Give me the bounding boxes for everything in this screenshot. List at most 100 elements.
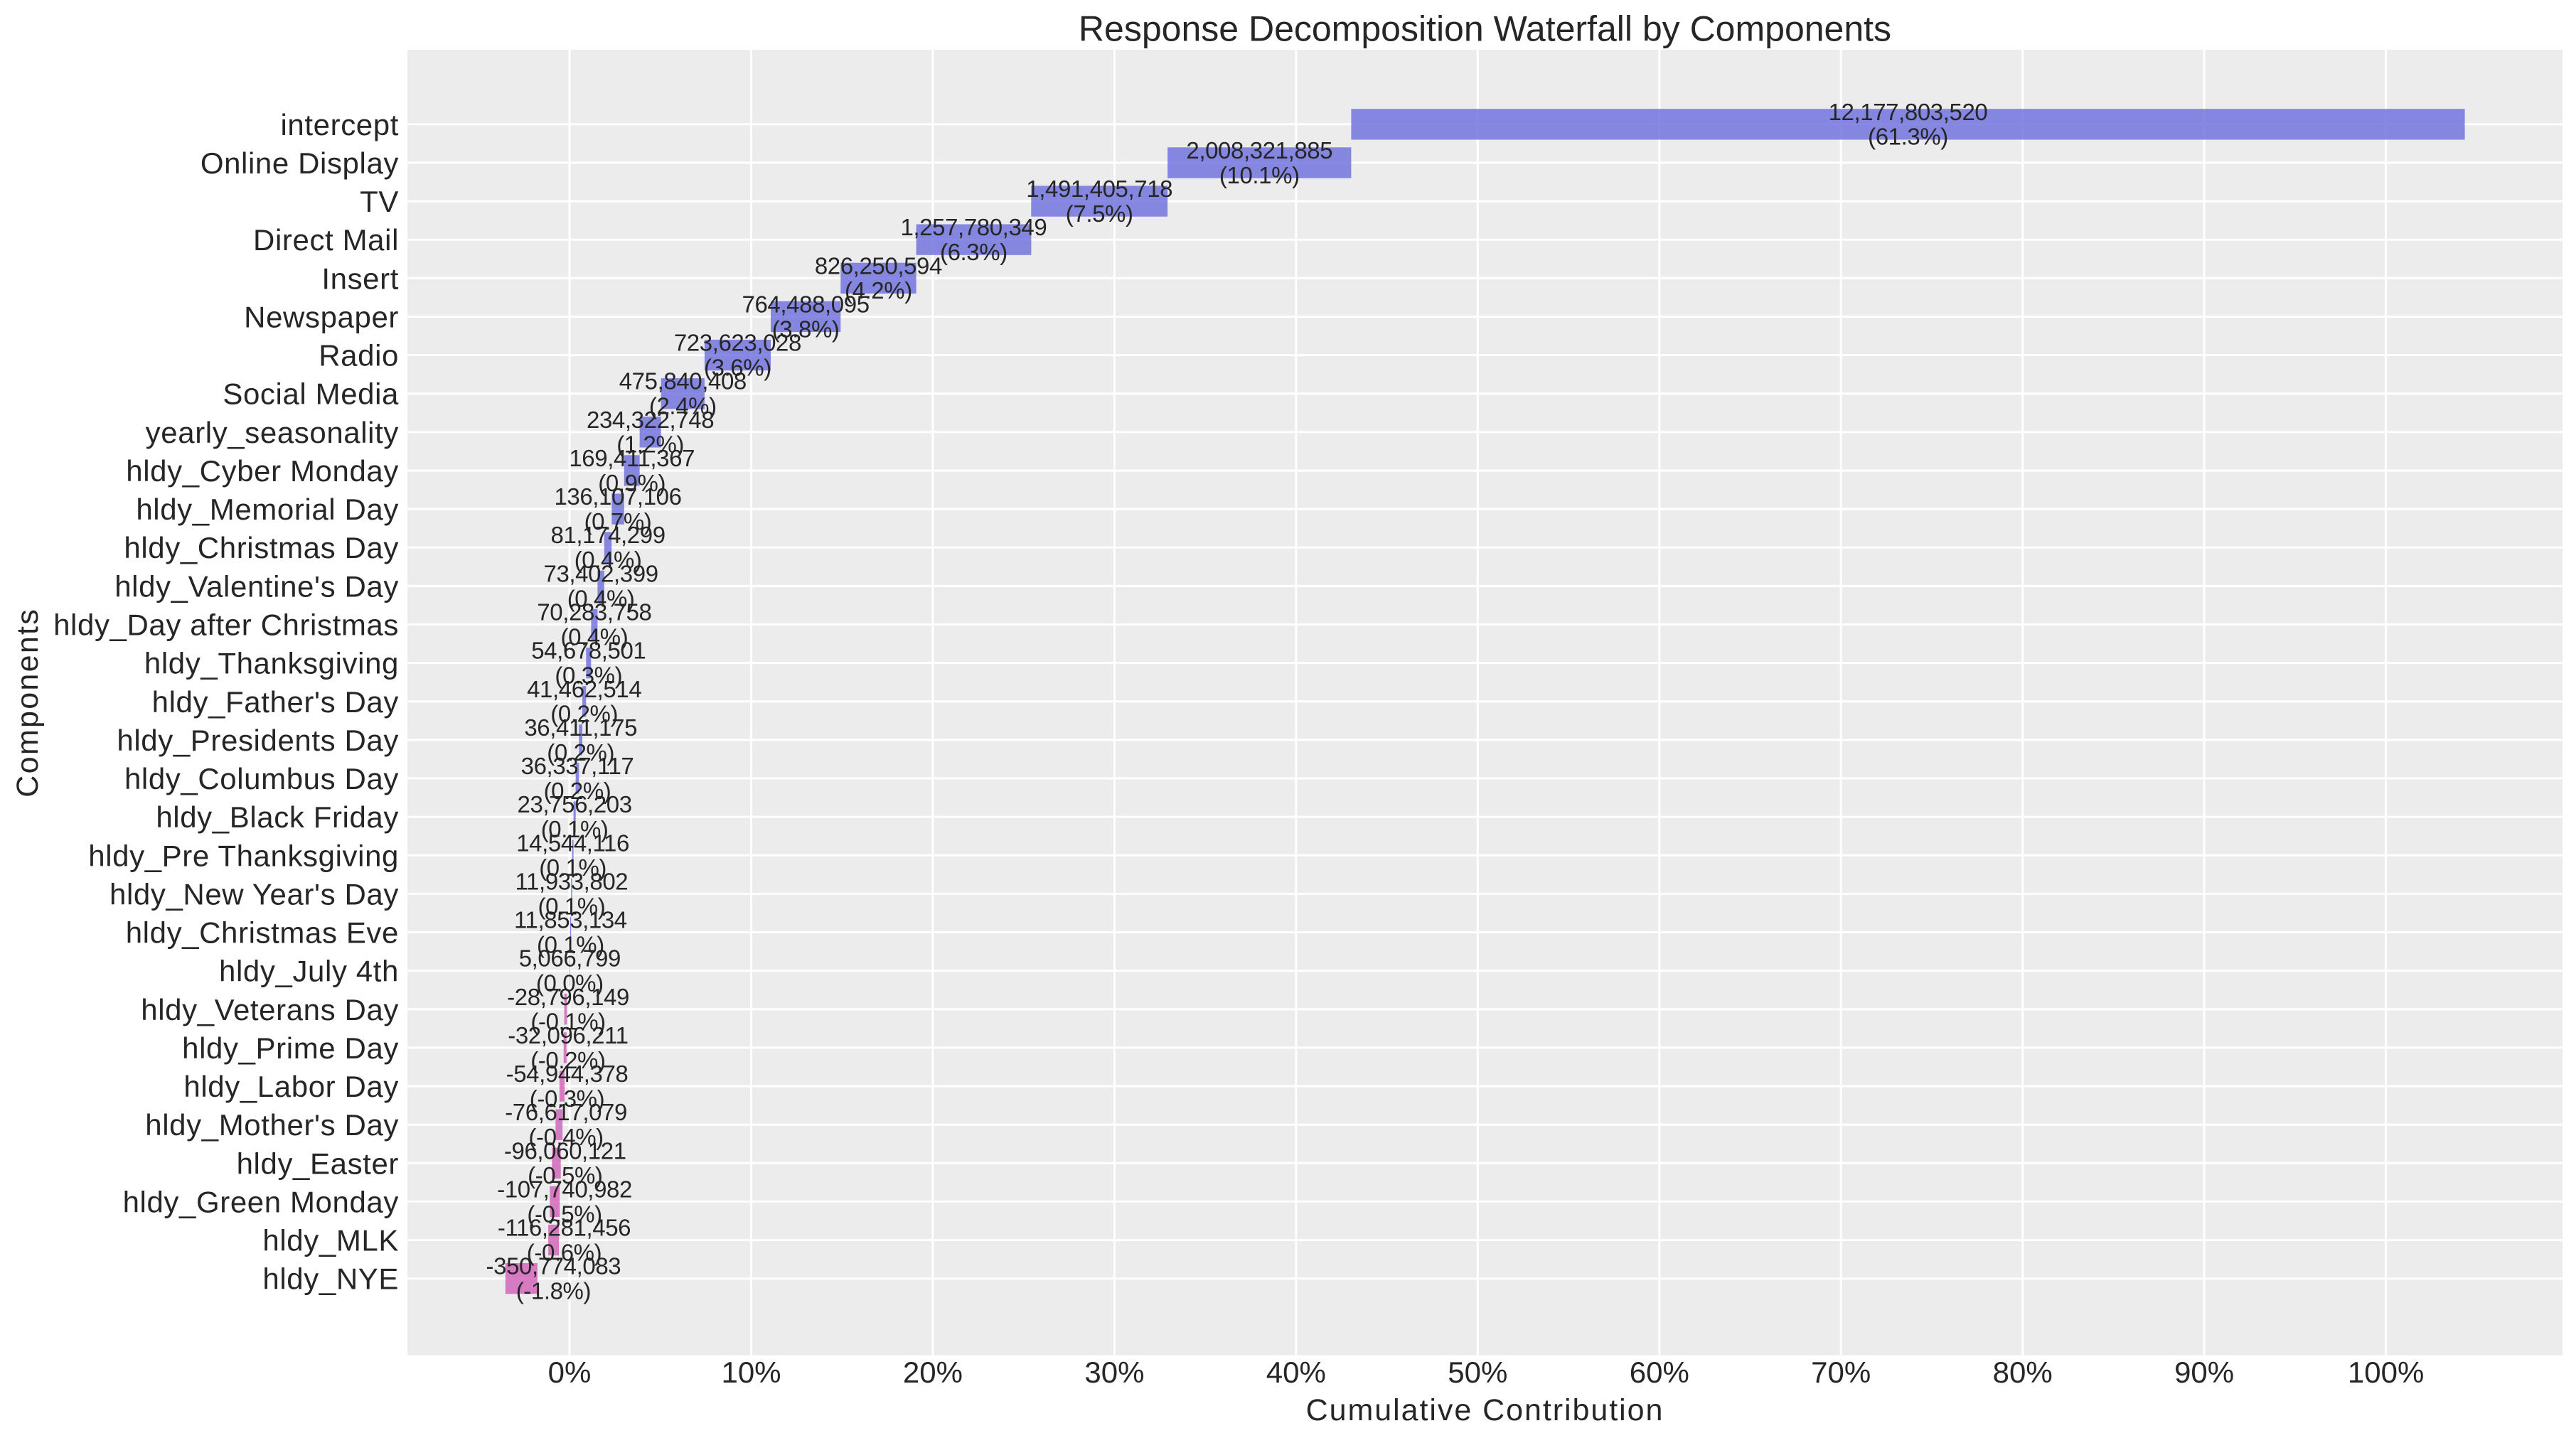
svg-text:(0.0%): (0.0%)	[536, 970, 604, 997]
svg-text:TV: TV	[360, 185, 399, 218]
svg-text:-54,944,378: -54,944,378	[506, 1061, 629, 1087]
svg-text:(0.2%): (0.2%)	[547, 739, 614, 766]
svg-text:5,066,799: 5,066,799	[519, 945, 621, 972]
svg-text:2,008,321,885: 2,008,321,885	[1186, 137, 1332, 163]
svg-text:50%: 50%	[1448, 1356, 1507, 1389]
svg-text:(61.3%): (61.3%)	[1868, 124, 1948, 150]
svg-text:hldy_Presidents Day: hldy_Presidents Day	[117, 724, 399, 757]
svg-text:hldy_Day after Christmas: hldy_Day after Christmas	[53, 608, 399, 642]
svg-text:-107,740,982: -107,740,982	[497, 1176, 632, 1202]
svg-text:(10.1%): (10.1%)	[1219, 162, 1300, 188]
svg-text:-76,617,079: -76,617,079	[505, 1099, 627, 1125]
svg-text:54,678,501: 54,678,501	[531, 638, 646, 664]
svg-text:41,462,514: 41,462,514	[527, 676, 641, 702]
svg-text:73,402,399: 73,402,399	[544, 560, 658, 586]
svg-text:(0.2%): (0.2%)	[550, 701, 618, 727]
svg-text:hldy_Christmas Eve: hldy_Christmas Eve	[126, 916, 399, 950]
svg-text:(0.9%): (0.9%)	[598, 470, 666, 496]
svg-text:hldy_Valentine's Day: hldy_Valentine's Day	[114, 569, 399, 603]
svg-text:Online Display: Online Display	[201, 146, 399, 180]
svg-text:11,933,802: 11,933,802	[515, 868, 629, 894]
svg-text:(0.4%): (0.4%)	[561, 623, 629, 650]
svg-text:(4.2%): (4.2%)	[845, 277, 912, 304]
svg-text:Newspaper: Newspaper	[244, 301, 399, 334]
svg-text:(7.5%): (7.5%)	[1066, 200, 1133, 227]
svg-text:(-0.1%): (-0.1%)	[530, 1009, 605, 1035]
svg-text:Cumulative Contribution: Cumulative Contribution	[1306, 1393, 1664, 1427]
svg-text:81,174,299: 81,174,299	[551, 522, 666, 548]
svg-text:23,756,203: 23,756,203	[518, 791, 632, 817]
svg-text:60%: 60%	[1630, 1356, 1689, 1389]
svg-text:14,544,116: 14,544,116	[516, 830, 629, 856]
svg-text:-116,281,456: -116,281,456	[498, 1215, 631, 1241]
svg-text:yearly_seasonality: yearly_seasonality	[146, 416, 399, 449]
svg-text:(-0.6%): (-0.6%)	[527, 1240, 602, 1266]
svg-text:-96,060,121: -96,060,121	[504, 1137, 626, 1164]
svg-text:Radio: Radio	[319, 339, 399, 372]
svg-text:hldy_New Year's Day: hldy_New Year's Day	[109, 877, 399, 911]
svg-text:(-0.3%): (-0.3%)	[530, 1085, 604, 1112]
svg-text:30%: 30%	[1084, 1356, 1144, 1389]
svg-text:-32,096,211: -32,096,211	[508, 1022, 628, 1048]
svg-text:Social Media: Social Media	[223, 377, 399, 411]
svg-text:hldy_Mother's Day: hldy_Mother's Day	[145, 1108, 399, 1142]
svg-text:(-0.2%): (-0.2%)	[530, 1047, 605, 1073]
svg-text:90%: 90%	[2174, 1356, 2234, 1389]
svg-text:475,840,408: 475,840,408	[619, 368, 747, 395]
svg-text:(-0.4%): (-0.4%)	[528, 1124, 603, 1150]
svg-text:1,491,405,718: 1,491,405,718	[1026, 176, 1172, 202]
svg-text:1,257,780,349: 1,257,780,349	[900, 214, 1047, 240]
svg-text:136,107,106: 136,107,106	[554, 483, 681, 510]
svg-text:hldy_Christmas Day: hldy_Christmas Day	[124, 531, 399, 564]
svg-text:hldy_Veterans Day: hldy_Veterans Day	[141, 993, 399, 1026]
svg-text:(3.8%): (3.8%)	[772, 316, 840, 342]
svg-text:20%: 20%	[903, 1356, 963, 1389]
svg-text:36,411,175: 36,411,175	[524, 714, 637, 741]
svg-text:(1.2%): (1.2%)	[616, 431, 684, 458]
svg-text:(-0.5%): (-0.5%)	[527, 1201, 602, 1227]
svg-text:hldy_MLK: hldy_MLK	[262, 1224, 399, 1257]
svg-text:hldy_Columbus Day: hldy_Columbus Day	[124, 762, 399, 795]
svg-text:0%: 0%	[548, 1356, 592, 1389]
svg-text:hldy_Pre Thanksgiving: hldy_Pre Thanksgiving	[88, 839, 399, 872]
svg-text:100%: 100%	[2348, 1356, 2424, 1389]
svg-text:(2.4%): (2.4%)	[649, 393, 717, 419]
svg-text:(0.1%): (0.1%)	[539, 854, 606, 881]
svg-text:(0.1%): (0.1%)	[541, 816, 609, 842]
svg-text:Direct Mail: Direct Mail	[253, 223, 399, 257]
svg-text:hldy_Prime Day: hldy_Prime Day	[182, 1031, 399, 1065]
svg-text:hldy_Cyber Monday: hldy_Cyber Monday	[126, 454, 399, 488]
svg-text:hldy_Memorial Day: hldy_Memorial Day	[136, 493, 399, 526]
svg-text:Response Decomposition Waterfa: Response Decomposition Waterfall by Comp…	[1079, 9, 1891, 49]
svg-text:70,283,758: 70,283,758	[537, 599, 651, 626]
svg-text:10%: 10%	[721, 1356, 781, 1389]
svg-text:-350,774,083: -350,774,083	[486, 1253, 621, 1279]
svg-text:826,250,594: 826,250,594	[815, 252, 942, 279]
svg-text:723,623,028: 723,623,028	[674, 330, 801, 356]
svg-text:70%: 70%	[1811, 1356, 1871, 1389]
svg-text:(-1.8%): (-1.8%)	[516, 1278, 591, 1304]
svg-text:hldy_Thanksgiving: hldy_Thanksgiving	[144, 647, 399, 680]
svg-text:-28,796,149: -28,796,149	[507, 984, 629, 1010]
svg-text:764,488,095: 764,488,095	[742, 291, 870, 318]
svg-text:Insert: Insert	[321, 262, 399, 295]
svg-text:hldy_Easter: hldy_Easter	[237, 1147, 399, 1180]
svg-text:(0.2%): (0.2%)	[544, 778, 611, 804]
svg-text:36,337,117: 36,337,117	[521, 753, 634, 779]
svg-text:11,853,134: 11,853,134	[514, 907, 627, 933]
svg-text:hldy_July 4th: hldy_July 4th	[219, 955, 399, 988]
svg-text:234,322,748: 234,322,748	[587, 407, 714, 433]
svg-text:40%: 40%	[1266, 1356, 1326, 1389]
svg-text:169,411,367: 169,411,367	[569, 445, 695, 471]
svg-text:hldy_Father's Day: hldy_Father's Day	[152, 685, 399, 719]
svg-text:(0.3%): (0.3%)	[555, 662, 622, 689]
svg-text:hldy_NYE: hldy_NYE	[262, 1262, 399, 1296]
svg-text:(0.1%): (0.1%)	[537, 931, 604, 957]
svg-text:(0.4%): (0.4%)	[574, 547, 642, 573]
svg-text:(0.7%): (0.7%)	[584, 508, 652, 535]
svg-text:hldy_Black Friday: hldy_Black Friday	[156, 800, 399, 834]
svg-text:(3.6%): (3.6%)	[704, 355, 771, 381]
svg-text:intercept: intercept	[281, 108, 400, 141]
svg-text:Components: Components	[11, 608, 45, 798]
svg-text:80%: 80%	[1993, 1356, 2053, 1389]
